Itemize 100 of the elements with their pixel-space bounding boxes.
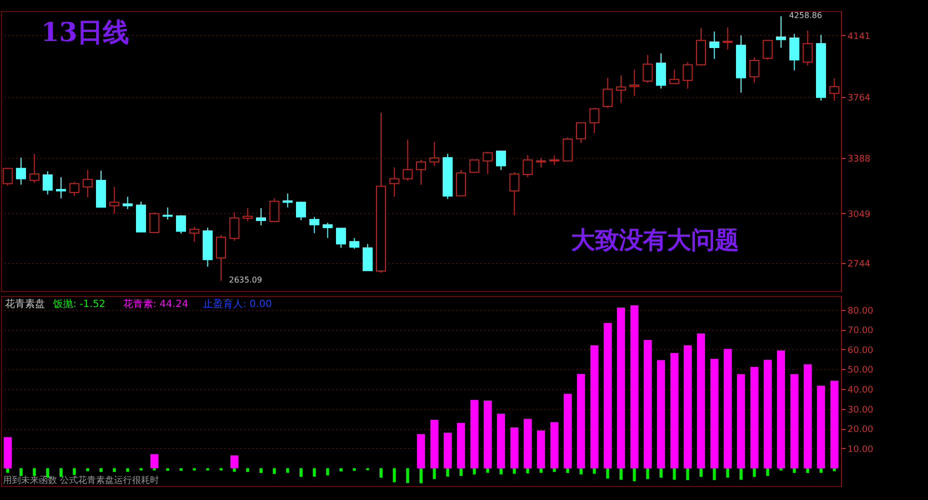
bar bbox=[630, 305, 638, 468]
candlestick bbox=[336, 228, 346, 248]
candlestick bbox=[642, 54, 653, 84]
candlestick bbox=[709, 31, 720, 60]
bar bbox=[246, 468, 250, 472]
bar bbox=[406, 468, 410, 484]
bar bbox=[726, 468, 730, 478]
bar bbox=[550, 422, 558, 468]
annotation: 止盈育人: 0.00 bbox=[203, 298, 272, 310]
bar bbox=[300, 468, 302, 477]
bar bbox=[180, 468, 182, 471]
bar bbox=[500, 468, 502, 474]
bar bbox=[632, 468, 636, 482]
candlestick bbox=[469, 159, 480, 173]
text: 花青素 bbox=[123, 298, 153, 310]
bar bbox=[340, 468, 342, 472]
bar bbox=[524, 418, 532, 468]
y-tick-label: 80.00 bbox=[848, 306, 874, 316]
candlestick bbox=[362, 243, 373, 272]
bar bbox=[817, 386, 825, 468]
bar bbox=[46, 468, 50, 478]
annotation: 2635.09 bbox=[229, 276, 262, 285]
candlestick bbox=[522, 154, 533, 178]
bar bbox=[830, 380, 838, 468]
y-tick-label: 30.00 bbox=[848, 405, 874, 416]
y-tick-label: 3388 bbox=[848, 154, 871, 165]
bar bbox=[660, 468, 662, 478]
bar bbox=[420, 468, 422, 484]
candlestick bbox=[242, 208, 253, 222]
bar bbox=[286, 468, 290, 473]
bar bbox=[832, 468, 836, 472]
y-tick-label: 2744 bbox=[848, 259, 871, 270]
bar bbox=[620, 468, 622, 480]
bar bbox=[700, 468, 702, 477]
bar bbox=[750, 366, 758, 468]
y-tick-label: 40.00 bbox=[848, 386, 874, 396]
bar bbox=[444, 432, 452, 468]
bar bbox=[806, 468, 810, 473]
bar bbox=[392, 468, 396, 482]
candlestick bbox=[389, 166, 400, 198]
annotation: 用到未来函数 公式花青素盘运行很耗时 bbox=[3, 475, 159, 486]
bar bbox=[710, 358, 718, 468]
bar bbox=[592, 468, 596, 474]
bar bbox=[820, 468, 822, 473]
bar bbox=[460, 468, 462, 476]
bar bbox=[497, 414, 505, 468]
text: 饭抛 bbox=[52, 298, 73, 310]
bar bbox=[432, 468, 436, 480]
candlestick bbox=[402, 139, 413, 182]
bar bbox=[604, 322, 612, 468]
bar bbox=[32, 468, 36, 476]
candlestick bbox=[216, 234, 226, 282]
candlestick bbox=[749, 56, 760, 84]
candlestick bbox=[189, 226, 200, 242]
candlestick bbox=[722, 26, 733, 50]
bar bbox=[430, 420, 438, 468]
bar bbox=[737, 374, 745, 468]
bar bbox=[6, 468, 10, 473]
bar bbox=[417, 434, 425, 468]
bar bbox=[580, 468, 582, 474]
bar bbox=[150, 454, 158, 468]
bar bbox=[166, 468, 170, 471]
bar bbox=[540, 468, 542, 473]
bar bbox=[380, 468, 382, 478]
bar bbox=[72, 468, 76, 475]
bar bbox=[646, 468, 650, 480]
bar bbox=[566, 468, 570, 473]
bar bbox=[764, 360, 772, 468]
candlestick bbox=[829, 78, 840, 102]
bar bbox=[60, 468, 62, 477]
candlestick bbox=[682, 62, 693, 90]
candlestick bbox=[322, 222, 333, 239]
bar bbox=[86, 468, 90, 472]
candlestick bbox=[309, 216, 320, 234]
bar bbox=[590, 345, 598, 468]
candlestick bbox=[762, 40, 773, 60]
candlestick bbox=[496, 150, 506, 170]
candlestick bbox=[656, 52, 666, 90]
bar bbox=[672, 468, 676, 480]
candlestick bbox=[149, 212, 160, 234]
bar bbox=[526, 468, 530, 474]
bar bbox=[352, 468, 356, 471]
bar bbox=[512, 468, 516, 474]
bar bbox=[670, 353, 678, 468]
bar bbox=[790, 374, 798, 468]
bar bbox=[446, 468, 450, 476]
bar bbox=[484, 400, 492, 468]
candlestick bbox=[416, 159, 426, 186]
bar bbox=[4, 437, 12, 468]
candlestick bbox=[536, 157, 546, 168]
bar bbox=[606, 468, 610, 478]
bar bbox=[312, 468, 316, 476]
candlestick bbox=[69, 182, 80, 197]
candlestick bbox=[109, 186, 120, 214]
annotation: 4258.86 bbox=[789, 11, 822, 20]
candlestick bbox=[229, 212, 240, 242]
bar bbox=[684, 345, 692, 468]
y-tick-label: 50.00 bbox=[848, 366, 874, 376]
bar bbox=[792, 468, 796, 473]
candlestick bbox=[629, 69, 640, 96]
